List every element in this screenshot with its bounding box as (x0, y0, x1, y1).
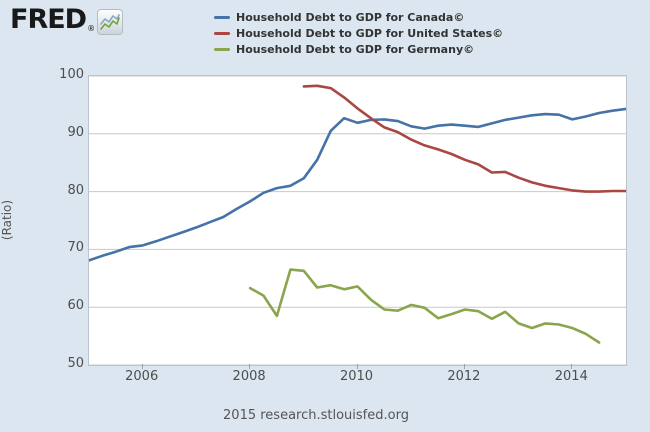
legend-label-united-states: Household Debt to GDP for United States© (236, 26, 504, 40)
germany-series-swatch (214, 47, 230, 51)
series-line-2 (248, 268, 601, 344)
legend-label-canada: Household Debt to GDP for Canada© (236, 10, 465, 24)
y-tick-label-50: 50 (67, 356, 84, 371)
series-line-0 (89, 107, 626, 262)
legend-item-canada[interactable]: Household Debt to GDP for Canada© (214, 9, 503, 25)
fred-logo-text: FRED (10, 4, 87, 35)
x-tick-mark-2008 (249, 364, 251, 369)
legend: Household Debt to GDP for Canada© Househ… (214, 9, 503, 57)
source-footer: 2015 research.stlouisfed.org (223, 408, 409, 423)
y-tick-label-100: 100 (59, 67, 84, 82)
x-tick-label-2012: 2012 (447, 369, 481, 384)
x-tick-mark-2012 (463, 364, 465, 369)
y-tick-label-90: 90 (67, 124, 84, 140)
x-tick-label-2014: 2014 (554, 369, 588, 384)
x-tick-label-2006: 2006 (125, 369, 159, 384)
y-tick-label-80: 80 (67, 182, 84, 198)
legend-item-united-states[interactable]: Household Debt to GDP for United States© (214, 25, 503, 41)
x-tick-mark-2014 (571, 364, 573, 369)
fred-logo[interactable]: FRED ® (10, 4, 124, 35)
x-tick-mark-2006 (141, 364, 143, 369)
legend-label-germany: Household Debt to GDP for Germany© (236, 42, 475, 56)
series-line-1 (302, 84, 626, 193)
united-states-series-swatch (214, 31, 230, 35)
legend-item-germany[interactable]: Household Debt to GDP for Germany© (214, 41, 503, 57)
registered-trademark-mark: ® (87, 24, 96, 33)
y-axis-title: (Ratio) (0, 199, 14, 241)
chart-lines (89, 76, 626, 365)
y-tick-label-70: 70 (67, 240, 84, 256)
canada-series-swatch (214, 15, 230, 19)
plot-area[interactable] (88, 75, 627, 366)
x-tick-mark-2010 (356, 364, 358, 369)
fred-sparkline-icon (97, 9, 124, 35)
x-tick-label-2008: 2008 (232, 369, 266, 384)
y-tick-label-60: 60 (67, 298, 84, 314)
x-tick-label-2010: 2010 (339, 369, 374, 384)
